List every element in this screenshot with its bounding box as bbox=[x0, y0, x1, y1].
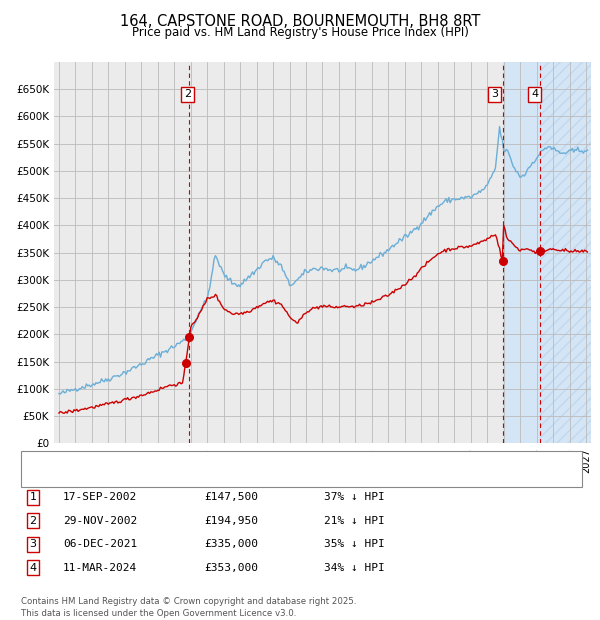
Text: Price paid vs. HM Land Registry's House Price Index (HPI): Price paid vs. HM Land Registry's House … bbox=[131, 26, 469, 39]
Text: 2: 2 bbox=[184, 89, 191, 99]
Text: 29-NOV-2002: 29-NOV-2002 bbox=[63, 516, 137, 526]
Bar bbox=[540, 62, 594, 443]
Text: 17-SEP-2002: 17-SEP-2002 bbox=[63, 492, 137, 502]
Text: 164, CAPSTONE ROAD, BOURNEMOUTH, BH8 8RT (detached house): 164, CAPSTONE ROAD, BOURNEMOUTH, BH8 8RT… bbox=[71, 456, 408, 466]
Text: 4: 4 bbox=[531, 89, 538, 99]
Text: 2: 2 bbox=[29, 516, 37, 526]
Text: HPI: Average price, detached house, Bournemouth Christchurch and Poole: HPI: Average price, detached house, Bour… bbox=[71, 472, 442, 482]
Text: 34% ↓ HPI: 34% ↓ HPI bbox=[324, 563, 385, 573]
Text: £147,500: £147,500 bbox=[204, 492, 258, 502]
Text: £194,950: £194,950 bbox=[204, 516, 258, 526]
Text: 3: 3 bbox=[29, 539, 37, 549]
Text: 06-DEC-2021: 06-DEC-2021 bbox=[63, 539, 137, 549]
Text: 4: 4 bbox=[29, 563, 37, 573]
Text: 3: 3 bbox=[491, 89, 498, 99]
Text: Contains HM Land Registry data © Crown copyright and database right 2025.
This d: Contains HM Land Registry data © Crown c… bbox=[21, 597, 356, 618]
Text: 164, CAPSTONE ROAD, BOURNEMOUTH, BH8 8RT: 164, CAPSTONE ROAD, BOURNEMOUTH, BH8 8RT bbox=[120, 14, 480, 29]
Text: 21% ↓ HPI: 21% ↓ HPI bbox=[324, 516, 385, 526]
Text: 1: 1 bbox=[29, 492, 37, 502]
Text: 37% ↓ HPI: 37% ↓ HPI bbox=[324, 492, 385, 502]
Text: 11-MAR-2024: 11-MAR-2024 bbox=[63, 563, 137, 573]
Text: £335,000: £335,000 bbox=[204, 539, 258, 549]
Bar bbox=[503, 62, 594, 443]
Text: 35% ↓ HPI: 35% ↓ HPI bbox=[324, 539, 385, 549]
Text: £353,000: £353,000 bbox=[204, 563, 258, 573]
